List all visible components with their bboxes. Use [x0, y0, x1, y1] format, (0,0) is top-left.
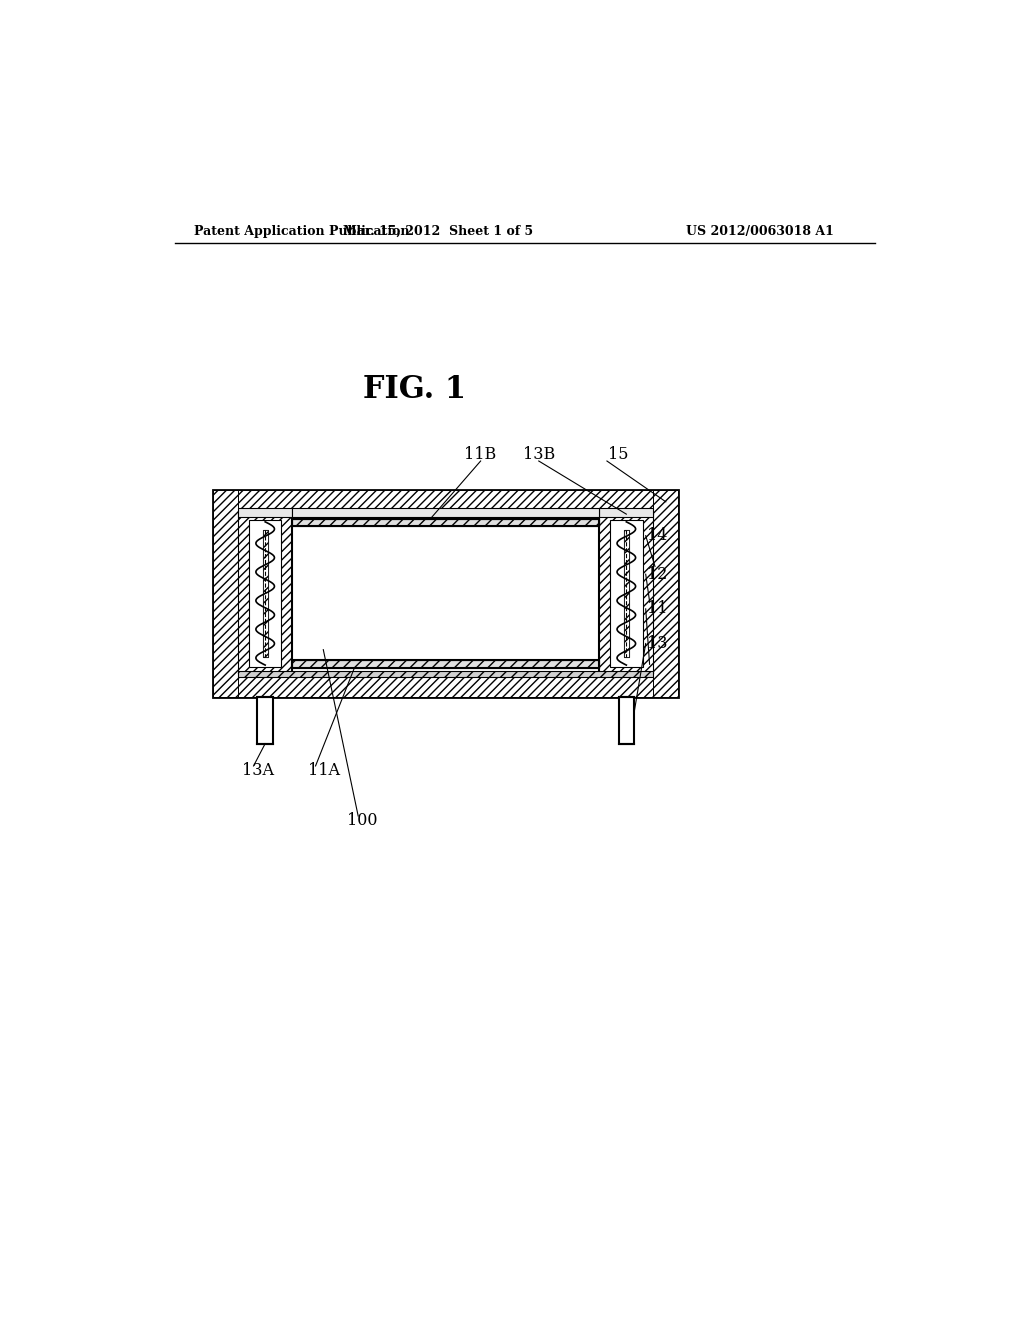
Bar	[292, 519, 599, 527]
Text: 12: 12	[647, 566, 668, 582]
Bar	[238, 515, 292, 673]
Text: 13B: 13B	[522, 446, 555, 463]
Bar	[618, 697, 634, 743]
Text: 13A: 13A	[242, 762, 274, 779]
Text: 100: 100	[346, 812, 377, 829]
Text: Mar. 15, 2012  Sheet 1 of 5: Mar. 15, 2012 Sheet 1 of 5	[343, 224, 534, 238]
Text: US 2012/0063018 A1: US 2012/0063018 A1	[686, 224, 834, 238]
Text: 11: 11	[647, 601, 668, 618]
Bar	[653, 490, 678, 697]
Bar	[292, 508, 599, 517]
Text: 13: 13	[647, 635, 668, 652]
Bar	[263, 529, 267, 657]
Bar	[599, 515, 653, 673]
Bar	[292, 515, 599, 673]
Bar	[213, 490, 238, 697]
Text: 11B: 11B	[465, 446, 497, 463]
Bar	[249, 520, 282, 667]
Bar	[624, 529, 629, 657]
Text: 15: 15	[608, 446, 629, 463]
Bar	[263, 529, 267, 657]
Bar	[624, 529, 629, 657]
Bar	[213, 673, 678, 697]
Text: 14: 14	[647, 527, 668, 544]
Bar	[292, 660, 599, 668]
Bar	[213, 490, 678, 513]
Bar	[292, 519, 599, 527]
Text: FIG. 1: FIG. 1	[364, 374, 466, 405]
Bar	[610, 520, 643, 667]
Bar	[213, 490, 678, 697]
Bar	[599, 508, 653, 517]
Text: 11A: 11A	[308, 762, 340, 779]
Text: Patent Application Publication: Patent Application Publication	[194, 224, 410, 238]
Bar	[238, 671, 653, 677]
Bar	[238, 508, 292, 517]
Bar	[257, 697, 273, 743]
Bar	[292, 660, 599, 668]
